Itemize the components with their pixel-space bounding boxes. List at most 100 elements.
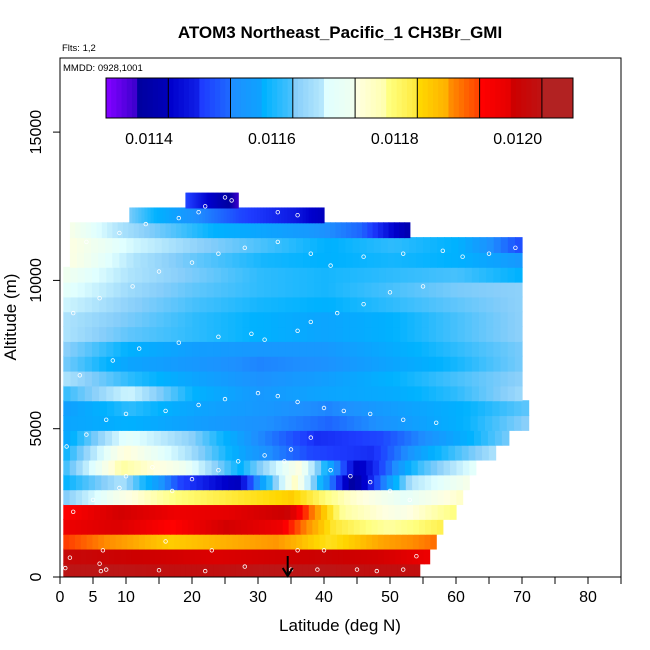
- heatmap-cell: [113, 355, 122, 372]
- heatmap-cell: [150, 415, 159, 431]
- heatmap-cell: [435, 311, 444, 328]
- heatmap-cell: [457, 296, 466, 313]
- heatmap-cell: [389, 533, 397, 550]
- heatmap-cell: [106, 400, 115, 417]
- heatmap-cell: [110, 518, 118, 535]
- heatmap-cell: [450, 385, 459, 402]
- heatmap-cell: [77, 355, 86, 372]
- x-axis-label: Latitude (deg N): [279, 616, 401, 635]
- heatmap-cell: [121, 400, 130, 417]
- heatmap-cell: [385, 459, 393, 476]
- heatmap-cell: [63, 281, 72, 298]
- heatmap-cell: [70, 296, 79, 313]
- heatmap-cell: [394, 251, 403, 268]
- heatmap-cell: [110, 444, 118, 461]
- heatmap-cell: [435, 281, 444, 298]
- heatmap-cell: [394, 504, 402, 520]
- heatmap-cell: [267, 237, 276, 253]
- heatmap-cell: [393, 474, 401, 491]
- heatmap-cell: [199, 518, 207, 535]
- heatmap-cell: [177, 548, 185, 565]
- heatmap-cell: [229, 222, 236, 239]
- heatmap-cell: [120, 311, 129, 328]
- heatmap-cell: [215, 400, 224, 417]
- heatmap-cell: [390, 429, 399, 446]
- heatmap-cell: [63, 474, 71, 491]
- heatmap-cell: [351, 504, 359, 520]
- colorbar-segment: [375, 78, 382, 118]
- heatmap-cell: [340, 222, 347, 239]
- heatmap-cell: [342, 533, 350, 550]
- flight-point: [374, 568, 379, 574]
- heatmap-cell: [69, 474, 77, 491]
- heatmap-cell: [225, 251, 233, 268]
- heatmap-cell: [185, 533, 193, 550]
- heatmap-cell: [142, 281, 150, 298]
- heatmap-cell: [163, 355, 172, 372]
- heatmap-cell: [80, 548, 87, 565]
- heatmap-cell: [314, 311, 322, 328]
- heatmap-cell: [80, 533, 88, 550]
- heatmap-cell: [464, 311, 473, 328]
- heatmap-cell: [63, 533, 70, 550]
- heatmap-cell: [98, 518, 106, 535]
- heatmap-cell: [357, 326, 365, 342]
- heatmap-cell: [98, 251, 106, 268]
- heatmap-cell: [293, 207, 298, 224]
- heatmap-cell: [196, 192, 199, 209]
- heatmap-cell: [316, 474, 324, 491]
- heatmap-cell: [349, 355, 358, 372]
- heatmap-cell: [347, 518, 355, 535]
- heatmap-cell: [191, 533, 198, 550]
- flight-point: [335, 310, 340, 316]
- heatmap-cell: [506, 400, 515, 417]
- heatmap-cell: [158, 518, 165, 535]
- heatmap-cell: [186, 400, 195, 417]
- heatmap-cell: [379, 459, 387, 476]
- heatmap-cell: [312, 518, 319, 535]
- heatmap-cell: [177, 385, 186, 402]
- heatmap-cell: [321, 340, 330, 357]
- heatmap-cell: [367, 222, 374, 239]
- heatmap-cell: [392, 296, 401, 313]
- heatmap-cell: [271, 281, 279, 298]
- heatmap-cell: [321, 311, 330, 328]
- colorbar-segment: [251, 78, 257, 118]
- heatmap-cell: [500, 340, 509, 357]
- heatmap-cell: [342, 326, 351, 342]
- heatmap-cell: [401, 251, 410, 268]
- heatmap-cell: [349, 326, 358, 342]
- heatmap-cell: [306, 281, 315, 298]
- heatmap-cell: [108, 459, 116, 476]
- heatmap-cell: [211, 192, 214, 209]
- heatmap-cell: [127, 266, 136, 283]
- heatmap-cell: [471, 266, 480, 283]
- heatmap-cell: [328, 296, 337, 313]
- heatmap-cell: [235, 207, 240, 224]
- heatmap-cell: [170, 385, 179, 402]
- heatmap-cell: [230, 459, 238, 476]
- heatmap-cell: [359, 518, 367, 535]
- heatmap-cell: [167, 429, 176, 446]
- heatmap-cell: [242, 281, 251, 298]
- heatmap-cell: [112, 251, 120, 268]
- heatmap-cell: [382, 504, 390, 520]
- heatmap-cell: [209, 429, 218, 446]
- heatmap-cell: [126, 237, 135, 253]
- heatmap-cell: [395, 548, 402, 565]
- flight-point: [130, 284, 135, 289]
- heatmap-cell: [346, 459, 354, 476]
- heatmap-cell: [185, 340, 193, 357]
- heatmap-cell: [157, 444, 166, 461]
- heatmap-cell: [133, 251, 142, 268]
- heatmap-cell: [219, 489, 227, 506]
- heatmap-cell: [306, 385, 315, 402]
- heatmap-cell: [288, 400, 297, 417]
- heatmap-cell: [347, 563, 354, 577]
- heatmap-cell: [443, 296, 451, 313]
- heatmap-cell: [407, 311, 416, 328]
- heatmap-cell: [163, 385, 172, 402]
- heatmap-cell: [272, 207, 276, 224]
- heatmap-cell: [335, 370, 344, 387]
- colorbar: [105, 77, 574, 119]
